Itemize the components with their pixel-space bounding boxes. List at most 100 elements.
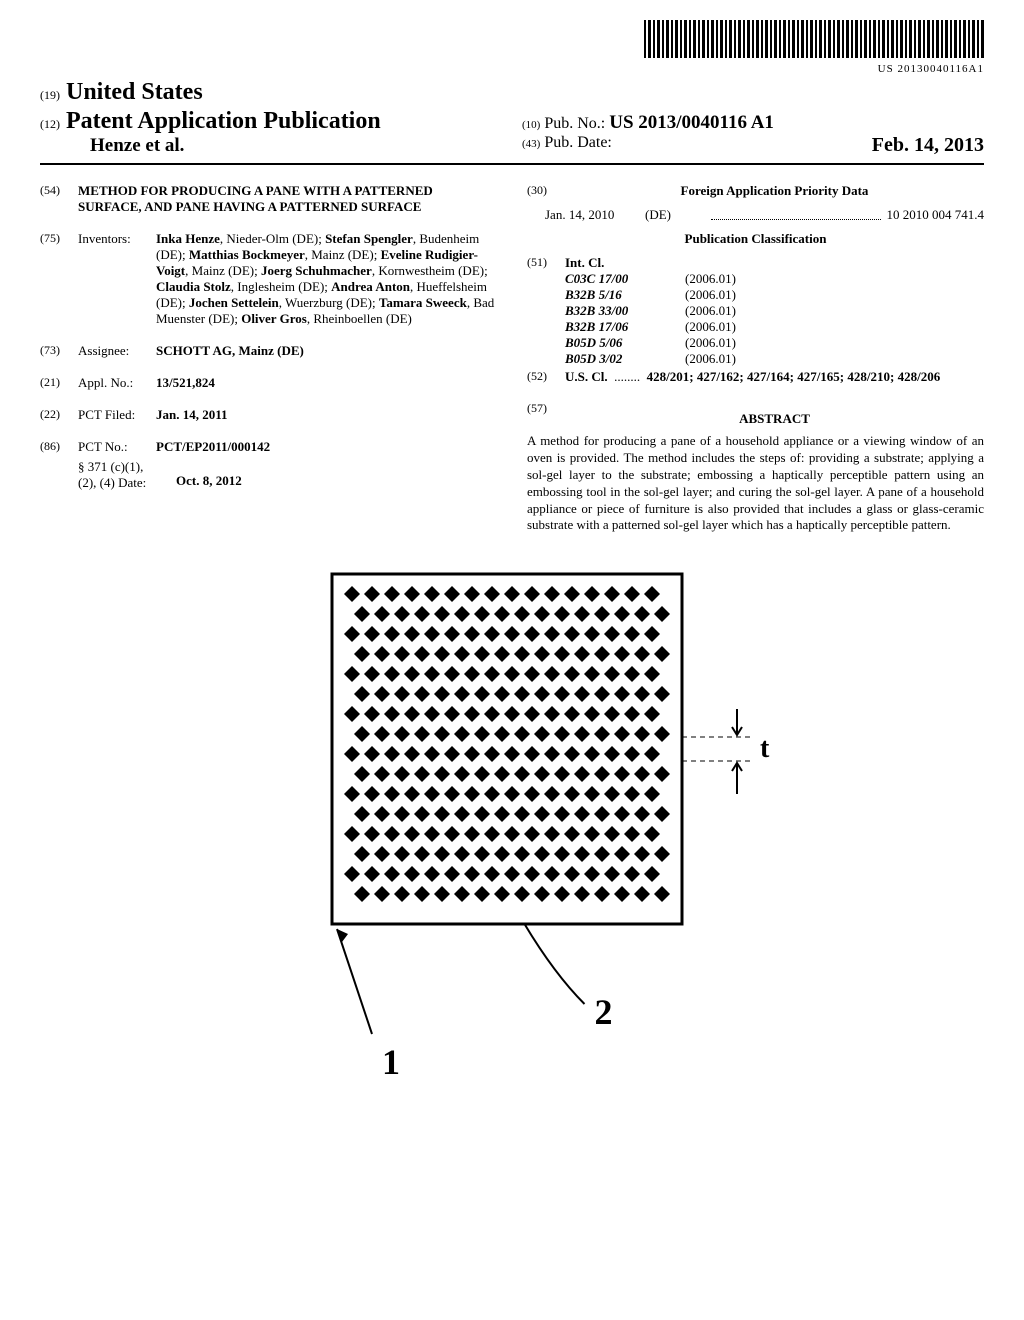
header: (19) United States (12) Patent Applicati… (40, 79, 984, 165)
pub-classification-heading: Publication Classification (527, 231, 984, 247)
inventor-name: Stefan Spengler (325, 231, 413, 246)
field-73-tag: (73) (40, 343, 78, 359)
field-22: (22) PCT Filed: Jan. 14, 2011 (40, 407, 497, 423)
field-30: (30) Foreign Application Priority Data (527, 183, 984, 199)
int-cl-row: B32B 33/00(2006.01) (565, 303, 984, 319)
inventors-label: Inventors: (78, 231, 156, 327)
inventors-list: Inka Henze, Nieder-Olm (DE); Stefan Spen… (156, 231, 497, 327)
int-cl-row: B05D 3/02(2006.01) (565, 351, 984, 367)
int-cl-code: B32B 17/06 (565, 319, 685, 335)
inventor-name: Tamara Sweeck (379, 295, 467, 310)
s371-date: Oct. 8, 2012 (176, 473, 242, 488)
int-cl-code: C03C 17/00 (565, 271, 685, 287)
int-cl-year: (2006.01) (685, 287, 984, 303)
field-86-sub: § 371 (c)(1), (2), (4) Date: Oct. 8, 201… (40, 459, 497, 491)
int-cl-rows: C03C 17/00(2006.01)B32B 5/16(2006.01)B32… (565, 271, 984, 367)
inventor-name: Joerg Schuhmacher (261, 263, 372, 278)
pub-date-label: Pub. Date: (544, 134, 612, 151)
left-column: (54) METHOD FOR PRODUCING A PANE WITH A … (40, 183, 512, 534)
pub-type-line: (12) Patent Application Publication (40, 108, 502, 135)
header-left: (19) United States (12) Patent Applicati… (40, 79, 502, 157)
field-86: (86) PCT No.: PCT/EP2011/000142 (40, 439, 497, 455)
pct-no-label: PCT No.: (78, 439, 156, 455)
assignee-name: SCHOTT AG, Mainz (DE) (156, 343, 304, 358)
int-cl-code: B05D 3/02 (565, 351, 685, 367)
priority-country: (DE) (645, 207, 705, 223)
inventor-name: Jochen Settelein (189, 295, 279, 310)
country-name: United States (66, 79, 203, 105)
s371-label: § 371 (c)(1), (2), (4) Date: (78, 459, 176, 491)
field-86-tag: (86) (40, 439, 78, 455)
svg-text:1: 1 (382, 1042, 400, 1082)
int-cl-code: B32B 5/16 (565, 287, 685, 303)
assignee-label: Assignee: (78, 343, 156, 359)
inventor-name: Matthias Bockmeyer (189, 247, 305, 262)
us-cl-codes: 428/201; 427/162; 427/164; 427/165; 428/… (647, 369, 941, 384)
us-cl-block: U.S. Cl. ........ 428/201; 427/162; 427/… (565, 369, 984, 385)
us-cl-label: U.S. Cl. (565, 369, 608, 384)
foreign-priority-heading: Foreign Application Priority Data (565, 183, 984, 199)
field-75: (75) Inventors: Inka Henze, Nieder-Olm (… (40, 231, 497, 327)
int-cl-year: (2006.01) (685, 303, 984, 319)
int-cl-row: C03C 17/00(2006.01) (565, 271, 984, 287)
inventor-name: Claudia Stolz (156, 279, 231, 294)
figure: t 2 1 (40, 564, 984, 1129)
barcode-graphic (644, 20, 984, 58)
priority-date: Jan. 14, 2010 (545, 207, 645, 223)
barcode-number: US 20130040116A1 (40, 63, 984, 75)
int-cl-year: (2006.01) (685, 351, 984, 367)
publication-type: Patent Application Publication (66, 108, 381, 134)
int-cl-code: B32B 33/00 (565, 303, 685, 319)
field-12-tag: (12) (40, 117, 60, 131)
field-57-tag: (57) (527, 401, 565, 431)
int-cl-year: (2006.01) (685, 335, 984, 351)
pub-date: Feb. 14, 2013 (872, 134, 984, 157)
field-22-tag: (22) (40, 407, 78, 423)
field-30-tag: (30) (527, 183, 565, 199)
appl-no-label: Appl. No.: (78, 375, 156, 391)
priority-row: Jan. 14, 2010 (DE) 10 2010 004 741.4 (545, 207, 984, 223)
pct-filed-date: Jan. 14, 2011 (156, 407, 228, 422)
body-columns: (54) METHOD FOR PRODUCING A PANE WITH A … (40, 183, 984, 534)
svg-text:2: 2 (595, 992, 613, 1032)
pct-no-value: PCT/EP2011/000142 (156, 439, 497, 455)
pub-no: US 2013/0040116 A1 (609, 112, 774, 133)
int-cl-code: B05D 5/06 (565, 335, 685, 351)
int-cl-year: (2006.01) (685, 271, 984, 287)
field-52-tag: (52) (527, 369, 565, 385)
figure-svg: t 2 1 (232, 564, 792, 1124)
authors-line: Henze et al. (40, 135, 502, 157)
pct-filed-label: PCT Filed: (78, 407, 156, 423)
int-cl-row: B32B 5/16(2006.01) (565, 287, 984, 303)
priority-number: 10 2010 004 741.4 (887, 207, 985, 223)
appl-no-value: 13/521,824 (156, 375, 497, 391)
field-54: (54) METHOD FOR PRODUCING A PANE WITH A … (40, 183, 497, 215)
s371-value: Oct. 8, 2012 (176, 459, 497, 491)
field-86-sub-spacer (40, 459, 78, 491)
field-57: (57) ABSTRACT (527, 401, 984, 431)
inventor-name: Inka Henze (156, 231, 220, 246)
appl-no: 13/521,824 (156, 375, 215, 390)
invention-title: METHOD FOR PRODUCING A PANE WITH A PATTE… (78, 183, 497, 215)
right-column: (30) Foreign Application Priority Data J… (512, 183, 984, 534)
assignee-value: SCHOTT AG, Mainz (DE) (156, 343, 497, 359)
inventor-name: Oliver Gros (241, 311, 307, 326)
field-51: (51) Int. Cl. C03C 17/00(2006.01)B32B 5/… (527, 255, 984, 367)
field-52: (52) U.S. Cl. ........ 428/201; 427/162;… (527, 369, 984, 385)
priority-dots (711, 207, 881, 220)
field-19-tag: (19) (40, 88, 60, 102)
pub-no-line: (10) Pub. No.: US 2013/0040116 A1 (522, 112, 984, 134)
field-21: (21) Appl. No.: 13/521,824 (40, 375, 497, 391)
pct-filed-value: Jan. 14, 2011 (156, 407, 497, 423)
inventor-name: Andrea Anton (331, 279, 410, 294)
pct-no: PCT/EP2011/000142 (156, 439, 270, 454)
int-cl-block: Int. Cl. C03C 17/00(2006.01)B32B 5/16(20… (565, 255, 984, 367)
svg-text:t: t (760, 733, 770, 764)
pub-date-line: (43) Pub. Date: Feb. 14, 2013 (522, 134, 984, 152)
field-43-tag: (43) (522, 138, 540, 150)
int-cl-year: (2006.01) (685, 319, 984, 335)
field-10-tag: (10) (522, 119, 540, 131)
int-cl-label: Int. Cl. (565, 255, 604, 270)
int-cl-row: B05D 5/06(2006.01) (565, 335, 984, 351)
field-21-tag: (21) (40, 375, 78, 391)
